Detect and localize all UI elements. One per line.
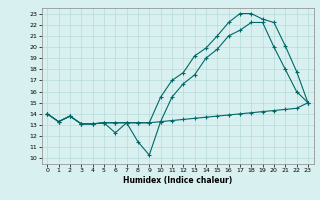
X-axis label: Humidex (Indice chaleur): Humidex (Indice chaleur) <box>123 176 232 185</box>
